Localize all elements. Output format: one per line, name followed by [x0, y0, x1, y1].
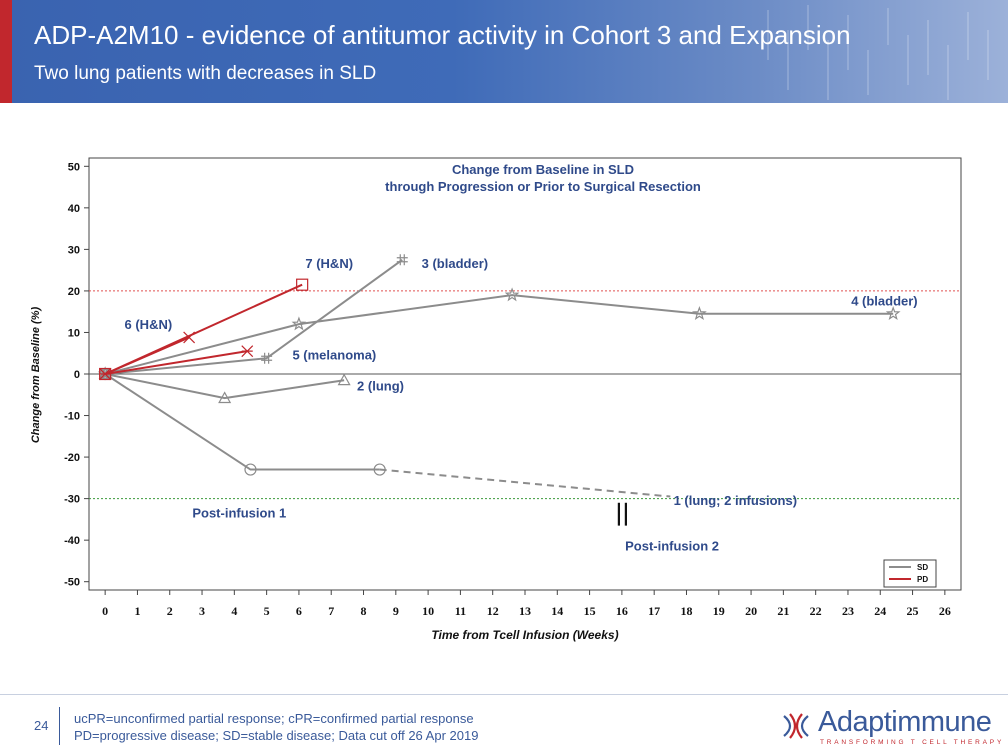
- y-tick-label: 40: [68, 203, 80, 215]
- y-tick-label: -40: [64, 535, 80, 547]
- x-tick-label: 6: [296, 604, 302, 618]
- data-point-circle: [373, 463, 386, 476]
- series-3-line: [105, 258, 403, 375]
- y-axis-label: Change from Baseline (%): [30, 307, 42, 444]
- y-tick-label: 30: [68, 244, 80, 256]
- adaptimmune-logo: Adaptimmune TRANSFORMING T CELL THERAPY: [778, 706, 1004, 750]
- x-tick-label: 22: [810, 604, 822, 618]
- x-tick-label: 23: [842, 604, 854, 618]
- data-point-x: [99, 368, 112, 380]
- title-banner: ADP-A2M10 - evidence of antitumor activi…: [0, 0, 1008, 103]
- data-point-triangle: [218, 391, 232, 404]
- y-tick-label: 10: [68, 327, 80, 339]
- series-5-line: [104, 350, 248, 375]
- x-tick-label: 17: [648, 604, 660, 618]
- banner-accent-bar: [0, 0, 12, 103]
- series-7-line: [104, 283, 303, 375]
- legend-box: [883, 559, 937, 588]
- x-tick-label: 8: [361, 604, 367, 618]
- legend-sd-label: SD: [917, 563, 928, 572]
- series-4: [97, 287, 901, 381]
- data-point-hash: [261, 352, 273, 364]
- logo-tagline: TRANSFORMING T CELL THERAPY: [820, 739, 1005, 746]
- page-number: 24: [34, 718, 49, 733]
- x-tick-label: 20: [745, 604, 757, 618]
- annotation-label: Post-infusion 2: [625, 539, 719, 554]
- data-point-star: [692, 306, 707, 321]
- x-tick-label: 14: [551, 604, 563, 618]
- series-label: 7 (H&N): [305, 256, 353, 271]
- legend-pd-label: PD: [917, 575, 928, 584]
- data-point-square: [99, 367, 112, 381]
- x-tick-label: 12: [487, 604, 499, 618]
- footnote-line-2: PD=progressive disease; SD=stable diseas…: [74, 728, 479, 743]
- series-1-dashed-extension: [379, 468, 671, 498]
- spider-plot: 0 1 2 3 4 5 6 7 8 9 10 11 12 13 14 15 16 17 18 19 20 21 22 23 24…: [30, 157, 962, 642]
- x-axis: 0 1 2 3 4 5 6 7 8 9 10 11 12 13 14 15 16 17 18 19 20 21 22 23 24…: [102, 590, 951, 618]
- data-point-square: [296, 278, 309, 291]
- data-point-star: [885, 306, 901, 321]
- y-tick-label: -10: [64, 411, 80, 423]
- data-point-star: [504, 287, 520, 302]
- x-tick-label: 7: [328, 604, 334, 618]
- y-tick-label: 0: [74, 369, 80, 381]
- x-tick-label: 24: [874, 604, 886, 618]
- y-tick-label: 20: [68, 286, 80, 298]
- x-tick-label: 21: [777, 604, 789, 618]
- series-label: 6 (H&N): [125, 317, 173, 332]
- x-tick-label: 19: [713, 604, 725, 618]
- x-tick-label: 16: [616, 604, 628, 618]
- series-layer: [97, 254, 901, 498]
- data-point-hash: [396, 254, 408, 266]
- banner-decoration: [767, 5, 989, 100]
- y-tick-label: -30: [64, 494, 80, 506]
- x-tick-label: 3: [199, 604, 205, 618]
- data-point-star: [291, 316, 307, 331]
- x-tick-label: 11: [455, 604, 466, 618]
- slide-subtitle: Two lung patients with decreases in SLD: [34, 63, 377, 84]
- data-point-triangle: [337, 373, 351, 386]
- footer-divider: [59, 707, 60, 745]
- logo-name: Adaptimmune: [818, 706, 992, 738]
- legend: SD PD: [883, 559, 937, 588]
- chart-subtitle: through Progression or Prior to Surgical…: [385, 179, 701, 194]
- infusion2-marker: [617, 502, 627, 526]
- x-tick-label: 1: [134, 604, 140, 618]
- chart-title: Change from Baseline in SLD: [452, 162, 634, 177]
- x-tick-label: 15: [584, 604, 596, 618]
- logo-mark-icon: [783, 713, 809, 739]
- x-tick-label: 0: [102, 604, 108, 618]
- y-axis: 50 40 30 20 10 0 -10 -20 -30 -40 -50: [64, 161, 89, 589]
- x-tick-label: 26: [939, 604, 951, 618]
- footer-rule: [0, 694, 1008, 695]
- series-label: 3 (bladder): [422, 256, 488, 271]
- series-label: 1 (lung; 2 infusions): [674, 493, 798, 508]
- x-tick-label: 13: [519, 604, 531, 618]
- x-tick-label: 25: [907, 604, 919, 618]
- series-1-line: [104, 373, 380, 471]
- series-labels: 7 (H&N) 3 (bladder) 4 (bladder) 6 (H&N) 5 (m…: [125, 256, 918, 553]
- x-tick-label: 9: [393, 604, 399, 618]
- y-tick-label: -50: [64, 577, 80, 589]
- data-point-circle: [244, 463, 257, 476]
- series-7: [99, 278, 309, 381]
- x-tick-label: 4: [231, 604, 237, 618]
- series-label: 4 (bladder): [851, 293, 917, 308]
- series-4-line: [104, 294, 894, 375]
- x-tick-label: 2: [167, 604, 173, 618]
- footnote-line-1: ucPR=unconfirmed partial response; cPR=c…: [74, 711, 474, 726]
- x-axis-label: Time from Tcell Infusion (Weeks): [431, 628, 618, 642]
- slide-title: ADP-A2M10 - evidence of antitumor activi…: [34, 20, 851, 50]
- y-tick-label: 50: [68, 161, 80, 173]
- x-tick-label: 5: [264, 604, 270, 618]
- x-tick-label: 10: [422, 604, 434, 618]
- series-label: 2 (lung): [357, 379, 404, 394]
- annotation-label: Post-infusion 1: [192, 505, 286, 520]
- x-tick-label: 18: [680, 604, 692, 618]
- series-2-line: [104, 373, 345, 400]
- data-point-asterisk: [241, 345, 254, 358]
- y-tick-label: -20: [64, 452, 80, 464]
- series-label: 5 (melanoma): [292, 347, 376, 362]
- reference-lines: [89, 290, 961, 500]
